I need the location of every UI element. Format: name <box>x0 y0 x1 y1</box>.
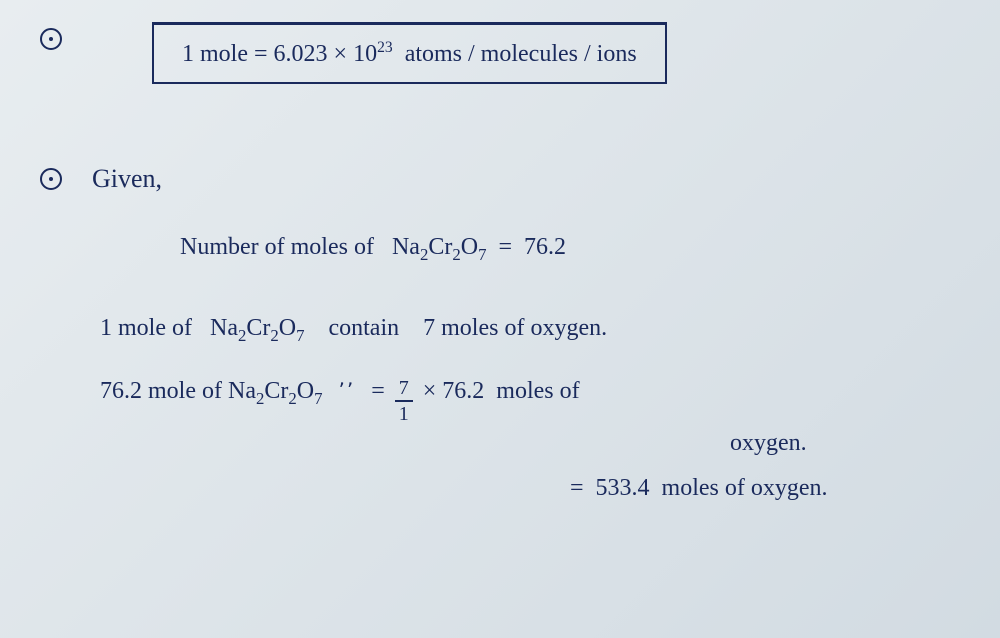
ditto-mark: ՚՚ <box>338 378 355 403</box>
f-b: Cr <box>264 378 288 404</box>
def-coeff: 6.023 <box>274 41 328 67</box>
boxed-definition: 1 mole = 6.023 × 1023 atoms / molecules … <box>152 22 667 84</box>
moles-value: 76.2 <box>524 234 566 260</box>
f-c-sub: 7 <box>478 245 486 264</box>
f-a: Na <box>210 315 238 341</box>
def-eq: = <box>254 41 268 67</box>
f-b-sub: 2 <box>452 245 460 264</box>
handwritten-page: 1 mole = 6.023 × 1023 atoms / molecules … <box>0 0 1000 638</box>
moles-given-row: Number of moles of Na2Cr2O7 = 76.2 <box>180 234 960 265</box>
f-c: O <box>461 234 478 260</box>
ratio-lhs: 1 mole of <box>100 315 192 341</box>
ratio-row: 1 mole of Na2Cr2O7 contain 7 moles of ox… <box>100 315 960 346</box>
f-c-sub: 7 <box>296 326 304 345</box>
bullet-icon <box>40 28 62 50</box>
def-exp: 23 <box>377 39 393 56</box>
f-a: Na <box>228 378 256 404</box>
def-base: 10 <box>353 41 377 67</box>
bullet-icon <box>40 168 62 190</box>
calc-row: 76.2 mole of Na2Cr2O7 ՚՚ = 7 1 × 76.2 mo… <box>100 378 960 424</box>
f-b-sub: 2 <box>288 388 296 407</box>
def-lhs: 1 mole <box>182 41 248 67</box>
times: × <box>423 378 437 405</box>
result-row: = 533.4 moles of oxygen. <box>570 475 960 502</box>
f-c: O <box>297 378 314 404</box>
f-b: Cr <box>246 315 270 341</box>
calc-lhs: 76.2 mole of <box>100 378 222 405</box>
def-times: × <box>334 41 348 67</box>
eq: = <box>498 234 512 260</box>
f-c: O <box>279 315 296 341</box>
tail2: oxygen. <box>730 430 807 456</box>
given-label: Given, <box>92 164 162 194</box>
calc-row-tail: oxygen. <box>730 430 960 457</box>
def-units: atoms / molecules / ions <box>405 41 637 67</box>
tail: moles of <box>496 378 579 405</box>
fraction: 7 1 <box>395 378 413 424</box>
factor: 76.2 <box>442 378 484 405</box>
given-row: Given, <box>40 164 960 194</box>
ratio-rhs: 7 moles of oxygen. <box>423 315 607 341</box>
result-value: 533.4 <box>596 475 650 501</box>
frac-num: 7 <box>395 378 413 402</box>
result-tail: moles of oxygen. <box>662 475 828 501</box>
f-a: Na <box>392 234 420 260</box>
frac-den: 1 <box>395 402 413 424</box>
formula: Na2Cr2O7 <box>392 234 493 260</box>
moles-prefix: Number of moles of <box>180 234 374 260</box>
definition-row: 1 mole = 6.023 × 1023 atoms / molecules … <box>40 28 960 84</box>
f-b-sub: 2 <box>270 326 278 345</box>
f-c-sub: 7 <box>314 388 322 407</box>
ratio-mid: contain <box>328 315 399 341</box>
eq: = <box>570 475 584 501</box>
formula: Na2Cr2O7 <box>210 315 311 341</box>
formula: Na2Cr2O7 <box>228 378 323 409</box>
f-b: Cr <box>428 234 452 260</box>
eq: = <box>371 378 385 405</box>
